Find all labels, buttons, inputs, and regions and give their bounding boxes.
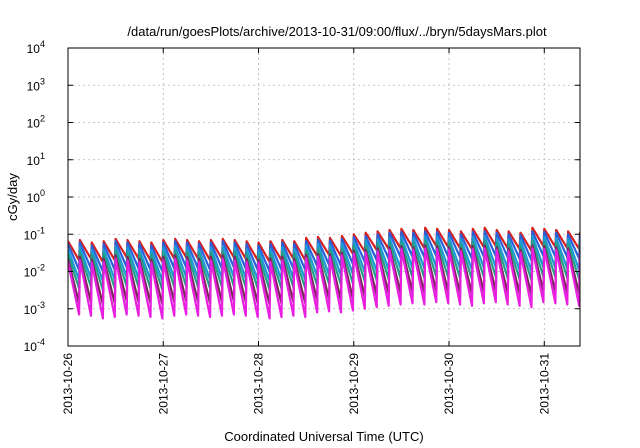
y-tick-label: 102 [27,114,45,131]
x-tick-label: 2013-10-29 [347,353,361,415]
axis-ticks: 10-410-310-210-11001011021031042013-10-2… [24,39,580,414]
x-tick-label: 2013-10-31 [537,353,551,415]
y-tick-label: 10-3 [24,300,45,317]
y-tick-label: 10-2 [24,263,45,280]
x-tick-label: 2013-10-30 [442,353,456,415]
y-tick-label: 10-1 [24,225,45,242]
y-tick-label: 10-4 [24,337,45,354]
y-tick-exponent: 1 [40,151,45,161]
series-line-6 [68,247,580,320]
grid [67,47,580,347]
y-tick-label: 103 [27,76,45,93]
y-axis-label: cGy/day [5,173,20,221]
y-tick-label: 101 [27,151,45,168]
y-tick-exponent: 0 [40,188,45,198]
x-axis-label: Coordinated Universal Time (UTC) [224,429,423,444]
x-tick-label: 2013-10-27 [156,353,170,415]
x-tick-label: 2013-10-26 [61,353,75,415]
y-tick-exponent: 4 [40,39,45,49]
x-tick-label: 2013-10-28 [252,353,266,415]
chart-title: /data/run/goesPlots/archive/2013-10-31/0… [127,24,547,39]
series-lines [68,226,580,320]
y-tick-exponent: 2 [40,114,45,124]
y-tick-exponent: -1 [37,225,45,235]
y-tick-label: 100 [27,188,45,205]
y-tick-exponent: -2 [37,263,45,273]
y-tick-exponent: -4 [37,337,45,347]
y-tick-exponent: 3 [40,76,45,86]
y-tick-exponent: -3 [37,300,45,310]
y-tick-label: 104 [27,39,45,56]
